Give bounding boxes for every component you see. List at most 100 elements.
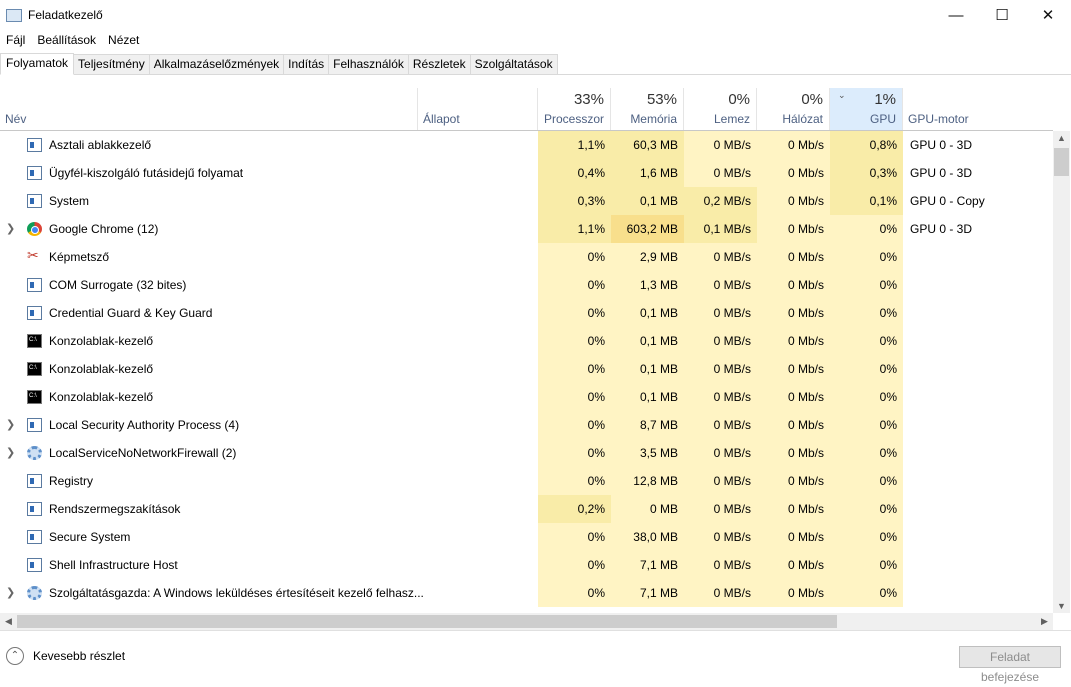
tab-bar: Folyamatok Teljesítmény Alkalmazáselőzmény… bbox=[0, 53, 1071, 75]
header-gpu-engine[interactable]: GPU-motor bbox=[908, 112, 969, 126]
cell-mem: 7,1 MB bbox=[611, 551, 684, 579]
window-icon bbox=[27, 278, 42, 292]
header-gpu[interactable]: ⌄ 1% GPU bbox=[830, 88, 903, 130]
process-list: Asztali ablakkezelő 1,1% 60,3 MB 0 MB/s 0 Mb… bbox=[0, 131, 1053, 613]
expand-chevron-icon[interactable]: ❯ bbox=[6, 447, 16, 459]
tab-4[interactable]: Felhasználók bbox=[328, 54, 409, 74]
tab-2[interactable]: Alkalmazáselőzmények bbox=[148, 54, 285, 74]
header-disk[interactable]: 0% Lemez bbox=[684, 88, 757, 130]
process-row[interactable]: COM Surrogate (32 bites) 0% 1,3 MB 0 MB/s 0 … bbox=[0, 271, 1053, 299]
process-row[interactable]: Credential Guard & Key Guard 0% 0,1 MB 0 MB… bbox=[0, 299, 1053, 327]
window-icon bbox=[27, 474, 42, 488]
tab-5[interactable]: Részletek bbox=[407, 54, 471, 74]
cell-net: 0 Mb/s bbox=[757, 243, 830, 271]
process-row[interactable]: Secure System 0% 38,0 MB 0 MB/s 0 Mb/s 0% bbox=[0, 523, 1053, 551]
maximize-button[interactable]: ☐ bbox=[995, 7, 1009, 24]
cell-mem: 1,6 MB bbox=[611, 159, 684, 187]
window-icon bbox=[27, 418, 42, 432]
sort-descending-icon: ⌄ bbox=[838, 90, 846, 100]
header-cpu[interactable]: 33% Processzor bbox=[538, 88, 611, 130]
process-name: Konzolablak-kezelő bbox=[49, 390, 154, 404]
minimize-button[interactable]: — bbox=[948, 6, 964, 24]
window-icon bbox=[27, 530, 42, 544]
cell-gpu: 0% bbox=[830, 439, 903, 467]
process-row[interactable]: ❯ Local Security Authority Process (4) 0% 8… bbox=[0, 411, 1053, 439]
process-row[interactable]: Ügyfél-kiszolgáló futásidejű folyamat 0,4… bbox=[0, 159, 1053, 187]
window-title: Feladatkezelő bbox=[28, 8, 103, 22]
tab-0[interactable]: Folyamatok bbox=[0, 53, 75, 75]
cell-disk: 0 MB/s bbox=[684, 327, 757, 355]
window-icon bbox=[27, 166, 42, 180]
expand-chevron-icon[interactable]: ❯ bbox=[6, 419, 16, 431]
expand-chevron-icon[interactable]: ❯ bbox=[6, 223, 16, 235]
footer: ⌃ Kevesebb részlet Feladat befejezése bbox=[0, 630, 1071, 684]
cell-gpu: 0% bbox=[830, 523, 903, 551]
cell-gpu-engine: GPU 0 - 3D bbox=[910, 138, 973, 152]
scroll-right-icon[interactable]: ▶ bbox=[1041, 616, 1048, 626]
header-name[interactable]: Név bbox=[0, 88, 418, 130]
process-row[interactable]: Asztali ablakkezelő 1,1% 60,3 MB 0 MB/s 0 Mb… bbox=[0, 131, 1053, 159]
cell-net: 0 Mb/s bbox=[757, 439, 830, 467]
window-icon bbox=[27, 558, 42, 572]
process-name: Képmetsző bbox=[49, 250, 110, 264]
process-name: COM Surrogate (32 bites) bbox=[49, 278, 187, 292]
cell-disk: 0 MB/s bbox=[684, 523, 757, 551]
tab-3[interactable]: Indítás bbox=[283, 54, 330, 74]
chevron-up-icon: ⌃ bbox=[6, 647, 24, 665]
cell-mem: 1,3 MB bbox=[611, 271, 684, 299]
cell-cpu: 0% bbox=[538, 439, 611, 467]
process-row[interactable]: Rendszermegszakítások 0,2% 0 MB 0 MB/s 0 Mb/… bbox=[0, 495, 1053, 523]
scroll-down-icon[interactable]: ▼ bbox=[1057, 601, 1066, 611]
chrome-icon bbox=[27, 222, 42, 236]
cell-disk: 0 MB/s bbox=[684, 551, 757, 579]
header-network[interactable]: 0% Hálózat bbox=[757, 88, 830, 130]
process-name: Registry bbox=[49, 474, 94, 488]
cell-disk: 0 MB/s bbox=[684, 131, 757, 159]
cell-cpu: 0% bbox=[538, 271, 611, 299]
tab-1[interactable]: Teljesítmény bbox=[73, 54, 150, 74]
cell-net: 0 Mb/s bbox=[757, 523, 830, 551]
header-status[interactable]: Állapot bbox=[418, 88, 538, 130]
tab-6[interactable]: Szolgáltatások bbox=[469, 54, 558, 74]
process-row[interactable]: ❯ Google Chrome (12) 1,1% 603,2 MB 0,1 MB/s 0… bbox=[0, 215, 1053, 243]
scroll-up-icon[interactable]: ▲ bbox=[1057, 133, 1066, 143]
fewer-details-button[interactable]: ⌃ Kevesebb részlet bbox=[6, 647, 125, 665]
process-row[interactable]: System 0,3% 0,1 MB 0,2 MB/s 0 Mb/s 0,1% GPU 0 … bbox=[0, 187, 1053, 215]
vertical-scroll-thumb[interactable] bbox=[1054, 148, 1069, 176]
cell-disk: 0,1 MB/s bbox=[684, 215, 757, 243]
process-row[interactable]: Shell Infrastructure Host 0% 7,1 MB 0 MB/s 0… bbox=[0, 551, 1053, 579]
menu-file[interactable]: Fájl bbox=[6, 33, 26, 47]
cell-net: 0 Mb/s bbox=[757, 383, 830, 411]
cell-gpu: 0% bbox=[830, 215, 903, 243]
cell-gpu: 0% bbox=[830, 383, 903, 411]
cell-gpu: 0% bbox=[830, 579, 903, 607]
process-name: Secure System bbox=[49, 530, 131, 544]
process-row[interactable]: ❯ LocalServiceNoNetworkFirewall (2) 0% 3,5 … bbox=[0, 439, 1053, 467]
cell-net: 0 Mb/s bbox=[757, 355, 830, 383]
vertical-scrollbar[interactable]: ▲ ▼ bbox=[1053, 131, 1070, 613]
horizontal-scroll-thumb[interactable] bbox=[17, 615, 837, 628]
expand-chevron-icon[interactable]: ❯ bbox=[6, 587, 16, 599]
cell-gpu: 0,3% bbox=[830, 159, 903, 187]
cell-cpu: 0% bbox=[538, 299, 611, 327]
menu-view[interactable]: Nézet bbox=[108, 33, 140, 47]
horizontal-scrollbar[interactable]: ◀ ▶ bbox=[0, 613, 1053, 630]
process-name: Asztali ablakkezelő bbox=[49, 138, 152, 152]
column-header: Név Állapot 33% Processzor 53% Memória 0% L… bbox=[0, 88, 1053, 131]
header-memory[interactable]: 53% Memória bbox=[611, 88, 684, 130]
gear-icon bbox=[27, 586, 42, 600]
end-task-button[interactable]: Feladat befejezése bbox=[959, 646, 1061, 684]
close-button[interactable]: ✕ bbox=[1041, 7, 1055, 24]
process-row[interactable]: ❯ Szolgáltatásgazda: A Windows leküldéses… bbox=[0, 579, 1053, 607]
process-row[interactable]: Registry 0% 12,8 MB 0 MB/s 0 Mb/s 0% bbox=[0, 467, 1053, 495]
process-name: Local Security Authority Process (4) bbox=[49, 418, 240, 432]
cell-disk: 0 MB/s bbox=[684, 299, 757, 327]
scroll-left-icon[interactable]: ◀ bbox=[5, 616, 12, 626]
cell-net: 0 Mb/s bbox=[757, 327, 830, 355]
process-name: Rendszermegszakítások bbox=[49, 502, 181, 516]
menu-options[interactable]: Beállítások bbox=[37, 33, 97, 47]
